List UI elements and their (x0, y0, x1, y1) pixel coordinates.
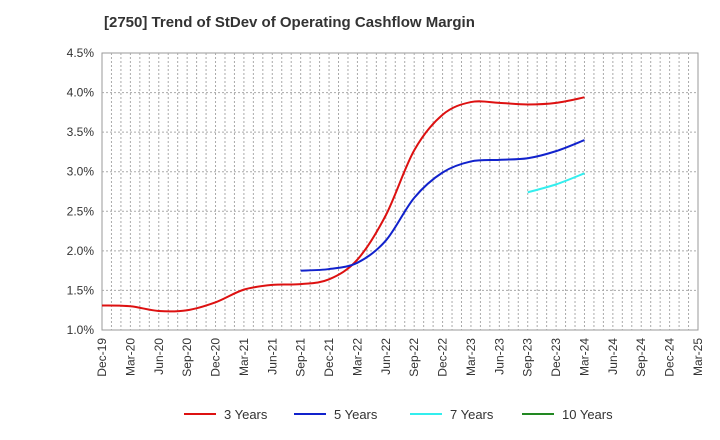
y-tick-label: 4.0% (67, 86, 95, 100)
x-tick-label: Jun-23 (492, 338, 506, 375)
x-tick-label: Dec-20 (209, 338, 223, 377)
y-tick-label: 3.5% (67, 125, 95, 139)
series-line-3-years (101, 96, 585, 313)
x-tick-label: Dec-21 (322, 338, 336, 377)
y-tick-label: 2.0% (67, 244, 95, 258)
x-tick-label: Jun-22 (379, 338, 393, 375)
legend-label-5-years: 5 Years (334, 407, 378, 422)
x-tick-label: Sep-21 (294, 338, 308, 377)
grid-layer (102, 53, 698, 330)
chart-title: [2750] Trend of StDev of Operating Cashf… (104, 14, 475, 31)
y-tick-label: 2.5% (67, 204, 95, 218)
x-tick-label: Dec-24 (663, 338, 677, 377)
series-line-7-years (527, 172, 585, 194)
x-tick-label: Mar-22 (350, 338, 364, 376)
y-tick-label: 1.0% (67, 323, 95, 337)
x-tick-label: Mar-21 (237, 338, 251, 376)
legend: 3 Years 5 Years 7 Years 10 Years (184, 407, 613, 422)
x-tick-label: Sep-24 (634, 338, 648, 377)
x-tick-label: Dec-23 (549, 338, 563, 377)
x-tick-label: Mar-24 (577, 338, 591, 376)
y-tick-label: 4.5% (67, 46, 95, 60)
x-tick-label: Sep-22 (407, 338, 421, 377)
plot-area (101, 52, 699, 331)
y-tick-label: 1.5% (67, 283, 95, 297)
series-line-5-years (300, 139, 585, 272)
x-tick-label: Mar-23 (464, 338, 478, 376)
x-tick-label: Mar-20 (123, 338, 137, 376)
x-tick-label: Sep-23 (521, 338, 535, 377)
legend-label-7-years: 7 Years (450, 407, 494, 422)
x-tick-label: Jun-24 (606, 338, 620, 375)
legend-label-10-years: 10 Years (562, 407, 613, 422)
legend-label-3-years: 3 Years (224, 407, 268, 422)
x-tick-label: Dec-19 (95, 338, 109, 377)
x-tick-label: Jun-20 (152, 338, 166, 375)
x-tick-label: Dec-22 (436, 338, 450, 377)
series-layer (101, 96, 585, 313)
x-tick-label: Sep-20 (180, 338, 194, 377)
axis-layer: 1.0% 1.5% 2.0% 2.5% 3.0% 3.5% 4.0% 4.5% Dec-19 Ma… (67, 46, 705, 377)
y-tick-label: 3.0% (67, 165, 95, 179)
x-tick-label: Mar-25 (691, 338, 705, 376)
x-tick-label: Jun-21 (265, 338, 279, 375)
